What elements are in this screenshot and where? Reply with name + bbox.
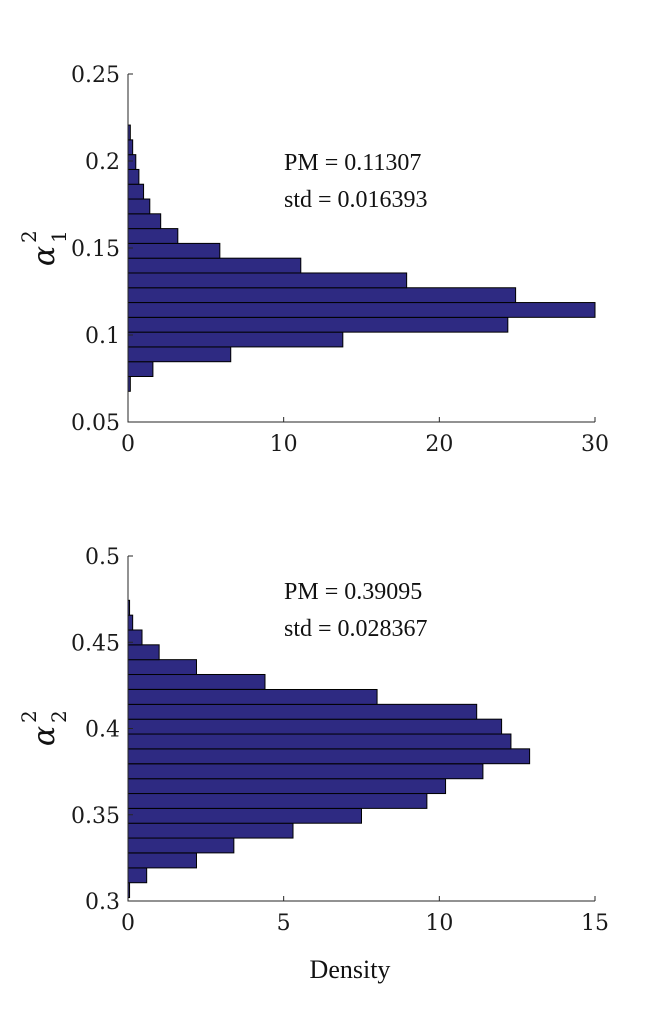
bar-alpha1-12	[127, 198, 151, 215]
bar-alpha1-11	[127, 213, 162, 230]
bar-alpha1-14	[127, 168, 140, 185]
bar-alpha2-6	[127, 793, 428, 809]
bar-alpha2-15	[127, 659, 197, 676]
bar-alpha1-16	[127, 139, 134, 156]
bar-alpha2-9	[127, 748, 531, 765]
bar-alpha1-15	[127, 154, 137, 170]
ytick-label-alpha2-4: 0.5	[85, 545, 120, 570]
ytick-label-alpha2-0: 0.3	[85, 890, 120, 915]
ylabel-alpha2-main: α	[27, 726, 62, 746]
bar-alpha1-10	[127, 228, 179, 244]
bar-alpha2-4	[127, 822, 294, 839]
bar-alpha2-7	[127, 778, 447, 795]
ytick-label-alpha1-2: 0.15	[71, 237, 120, 262]
bar-alpha2-14	[127, 673, 266, 690]
ylabel-alpha2-superscript: 2	[17, 710, 41, 723]
bar-alpha1-4	[127, 316, 509, 333]
xtick-label-alpha2-3: 15	[581, 911, 609, 936]
ytick-label-alpha1-3: 0.2	[85, 150, 120, 175]
bar-alpha1-7	[127, 272, 408, 289]
ticks-alpha1: 0 10 20 30 0.05 0.1 0.15 0.2 0.25	[71, 63, 609, 457]
pm-annotation-alpha2: PM = 0.39095	[284, 579, 422, 605]
pm-annotation-alpha1: PM = 0.11307	[284, 150, 421, 176]
bar-alpha1-6	[127, 287, 517, 304]
ytick-label-alpha1-1: 0.1	[85, 324, 120, 349]
bar-alpha2-1	[127, 867, 148, 884]
bar-alpha1-3	[127, 331, 344, 348]
bar-alpha2-18	[127, 614, 134, 631]
histogram-bars-alpha2	[127, 599, 531, 899]
ylabel-alpha2: α 2 2	[17, 710, 71, 746]
ylabel-alpha2-subscript: 2	[47, 710, 71, 723]
ytick-label-alpha2-2: 0.4	[85, 718, 120, 743]
xtick-label-alpha2-2: 10	[425, 911, 453, 936]
ylabel-alpha1-main: α	[27, 246, 62, 266]
bar-alpha2-11	[127, 718, 503, 735]
bar-alpha1-9	[127, 242, 221, 259]
ytick-label-alpha2-1: 0.35	[71, 804, 120, 829]
xtick-label-alpha1-0: 0	[121, 432, 135, 457]
bar-alpha2-13	[127, 688, 378, 705]
bar-alpha1-13	[127, 183, 145, 200]
xtick-label-alpha2-0: 0	[121, 911, 135, 936]
bar-alpha1-5	[127, 302, 596, 318]
bar-alpha2-5	[127, 807, 362, 824]
bar-alpha1-1	[127, 361, 154, 377]
panel-alpha1: 0 10 20 30 0.05 0.1 0.15 0.2 0.25 PM = 0.11307 s…	[17, 63, 609, 457]
bar-alpha2-3	[127, 837, 235, 854]
ticks-alpha2: 0 5 10 15 0.3 0.35 0.4 0.45 0.5	[71, 545, 609, 936]
xtick-label-alpha1-2: 20	[425, 432, 453, 457]
xtick-label-alpha1-3: 30	[581, 432, 609, 457]
bar-alpha2-12	[127, 703, 478, 720]
std-annotation-alpha2: std = 0.028367	[284, 616, 428, 642]
ytick-label-alpha1-0: 0.05	[71, 411, 120, 436]
bar-alpha2-16	[127, 644, 160, 661]
xlabel-density: Density	[310, 955, 391, 984]
bar-alpha1-2	[127, 346, 232, 363]
ytick-label-alpha1-4: 0.25	[71, 63, 120, 88]
xtick-label-alpha1-1: 10	[270, 432, 298, 457]
ylabel-alpha1-subscript: 1	[47, 230, 71, 243]
xtick-label-alpha2-1: 5	[277, 911, 291, 936]
ytick-label-alpha2-3: 0.45	[71, 631, 120, 656]
ylabel-alpha1-superscript: 2	[17, 230, 41, 243]
panel-alpha2: 0 5 10 15 0.3 0.35 0.4 0.45 0.5 PM = 0.39095 std…	[17, 545, 609, 984]
bar-alpha1-8	[127, 257, 302, 274]
ylabel-alpha1: α 2 1	[17, 230, 71, 266]
bar-alpha2-10	[127, 733, 512, 750]
std-annotation-alpha1: std = 0.016393	[284, 187, 428, 213]
bar-alpha2-2	[127, 852, 197, 869]
bar-alpha2-8	[127, 763, 484, 780]
